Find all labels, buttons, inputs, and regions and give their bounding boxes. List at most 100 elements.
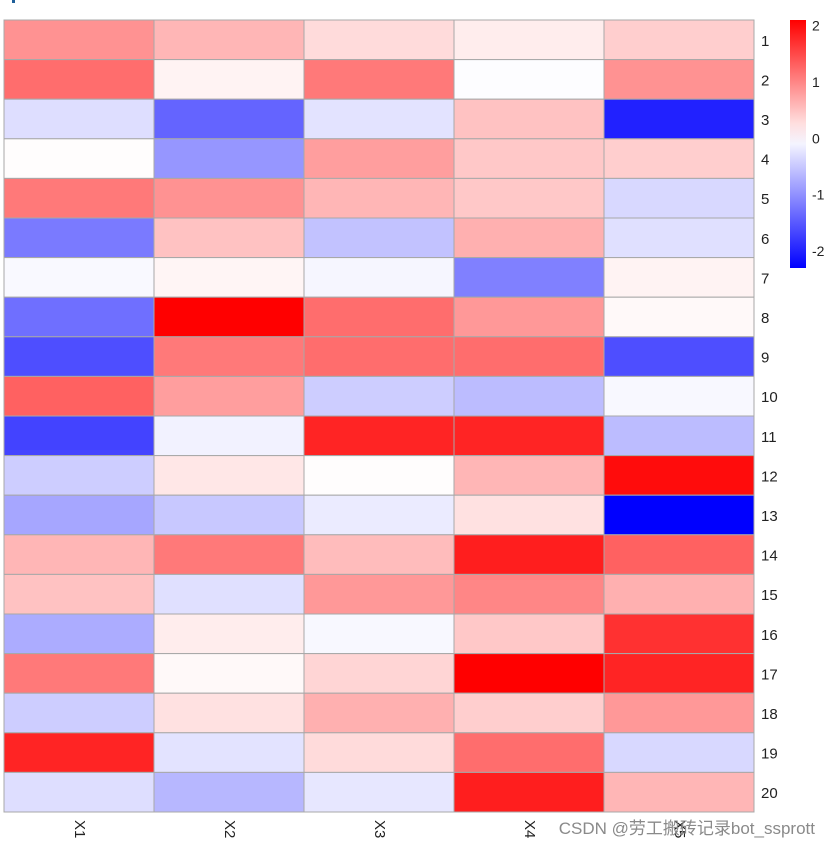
- heatmap-cell-r1-X2: [153, 19, 305, 61]
- heatmap-cell-r17-X2: [153, 653, 305, 694]
- heatmap-cell-r8-X5: [603, 296, 755, 338]
- column-label: X2: [221, 820, 238, 838]
- heatmap-cell-r16-X5: [603, 613, 755, 655]
- heatmap-cell-r8-X4: [453, 296, 605, 338]
- column-label: X3: [371, 820, 388, 838]
- heatmap-cell-r19-X4: [453, 732, 605, 773]
- heatmap-cell-r16-X2: [153, 613, 305, 655]
- row-label: 16: [761, 627, 778, 644]
- heatmap-cell-r2-X3: [303, 59, 455, 100]
- heatmap-cell-r3-X4: [453, 98, 605, 140]
- legend-tick-label: -1: [812, 187, 825, 203]
- heatmap-cell-r15-X3: [303, 573, 455, 615]
- heatmap-cell-r9-X4: [453, 336, 605, 377]
- heatmap-cell-r18-X1: [3, 692, 155, 734]
- heatmap-cell-r10-X4: [453, 375, 605, 417]
- heatmap-cell-r7-X2: [153, 257, 305, 298]
- heatmap-cell-r14-X3: [303, 534, 455, 575]
- row-label: 1: [761, 33, 769, 50]
- row-label: 5: [761, 191, 769, 208]
- heatmap-cell-r11-X1: [3, 415, 155, 457]
- row-label: 10: [761, 389, 778, 406]
- heatmap-cell-r10-X3: [303, 375, 455, 417]
- heatmap-cell-r8-X3: [303, 296, 455, 338]
- heatmap-cell-r15-X5: [603, 573, 755, 615]
- heatmap-cell-r11-X2: [153, 415, 305, 457]
- row-label: 6: [761, 231, 769, 248]
- heatmap-cell-r14-X1: [3, 534, 155, 575]
- row-label: 12: [761, 468, 778, 485]
- heatmap-cell-r13-X2: [153, 494, 305, 536]
- column-label: X4: [521, 820, 538, 838]
- heatmap-cell-r13-X4: [453, 494, 605, 536]
- heatmap-cell-r4-X4: [453, 138, 605, 179]
- row-label: 20: [761, 785, 778, 802]
- heatmap-cell-r1-X1: [3, 19, 155, 61]
- heatmap-cell-r1-X3: [303, 19, 455, 61]
- heatmap-cell-r6-X1: [3, 217, 155, 259]
- row-label: 11: [761, 429, 777, 446]
- legend-color-bar: [790, 20, 806, 268]
- heatmap-cell-r8-X1: [3, 296, 155, 338]
- heatmap-cell-r15-X1: [3, 573, 155, 615]
- heatmap-cell-r10-X1: [3, 375, 155, 417]
- heatmap-cell-r10-X5: [603, 375, 755, 417]
- heatmap-cell-r12-X2: [153, 455, 305, 496]
- heatmap-cell-r16-X1: [3, 613, 155, 655]
- heatmap-cell-r20-X2: [153, 771, 305, 813]
- legend-tick-label: 1: [812, 74, 820, 90]
- heatmap-cell-r20-X1: [3, 771, 155, 813]
- heatmap-cell-r6-X5: [603, 217, 755, 259]
- row-label: 2: [761, 72, 769, 89]
- heatmap-cell-r15-X2: [153, 573, 305, 615]
- heatmap-cell-r5-X2: [153, 177, 305, 219]
- top-strip: [4, 0, 244, 3]
- heatmap-cell-r19-X1: [3, 732, 155, 773]
- heatmap-cell-r9-X2: [153, 336, 305, 377]
- legend-tick-label: 2: [812, 18, 820, 34]
- heatmap-cell-r6-X3: [303, 217, 455, 259]
- heatmap-cell-r16-X3: [303, 613, 455, 655]
- heatmap-cell-r11-X5: [603, 415, 755, 457]
- column-labels: X1 X2 X3 X4 X5: [71, 820, 688, 838]
- heatmap-cell-r12-X4: [453, 455, 605, 496]
- legend-tick-label: -2: [812, 243, 825, 259]
- heatmap-cell-r3-X2: [153, 98, 305, 140]
- column-label: X1: [71, 820, 88, 838]
- row-label: 9: [761, 350, 769, 367]
- color-legend: 2 1 0 -1 -2: [790, 18, 825, 268]
- heatmap-cell-r17-X5: [603, 653, 755, 694]
- heatmap-cell-r4-X5: [603, 138, 755, 179]
- heatmap-cell-r12-X1: [3, 455, 155, 496]
- row-label: 4: [761, 152, 769, 169]
- heatmap-cell-r18-X4: [453, 692, 605, 734]
- heatmap-cell-r2-X1: [3, 59, 155, 100]
- row-label: 8: [761, 310, 769, 327]
- heatmap-cell-r18-X5: [603, 692, 755, 734]
- heatmap-cells: [3, 19, 755, 813]
- heatmap-cell-r14-X5: [603, 534, 755, 575]
- heatmap-cell-r19-X5: [603, 732, 755, 773]
- column-label: X5: [671, 820, 688, 838]
- legend-tick-label: 0: [812, 130, 820, 146]
- heatmap-cell-r17-X3: [303, 653, 455, 694]
- heatmap-cell-r17-X1: [3, 653, 155, 694]
- heatmap-cell-r5-X4: [453, 177, 605, 219]
- row-label: 19: [761, 746, 778, 763]
- heatmap-cell-r14-X4: [453, 534, 605, 575]
- heatmap-cell-r14-X2: [153, 534, 305, 575]
- heatmap-cell-r5-X5: [603, 177, 755, 219]
- heatmap-cell-r13-X1: [3, 494, 155, 536]
- heatmap-cell-r18-X3: [303, 692, 455, 734]
- heatmap-cell-r2-X4: [453, 59, 605, 100]
- heatmap-cell-r9-X1: [3, 336, 155, 377]
- row-label: 18: [761, 706, 778, 723]
- heatmap-cell-r5-X3: [303, 177, 455, 219]
- heatmap-cell-r15-X4: [453, 573, 605, 615]
- heatmap-cell-r12-X5: [603, 455, 755, 496]
- heatmap-cell-r16-X4: [453, 613, 605, 655]
- heatmap-cell-r11-X3: [303, 415, 455, 457]
- top-strip-mark: [12, 0, 15, 3]
